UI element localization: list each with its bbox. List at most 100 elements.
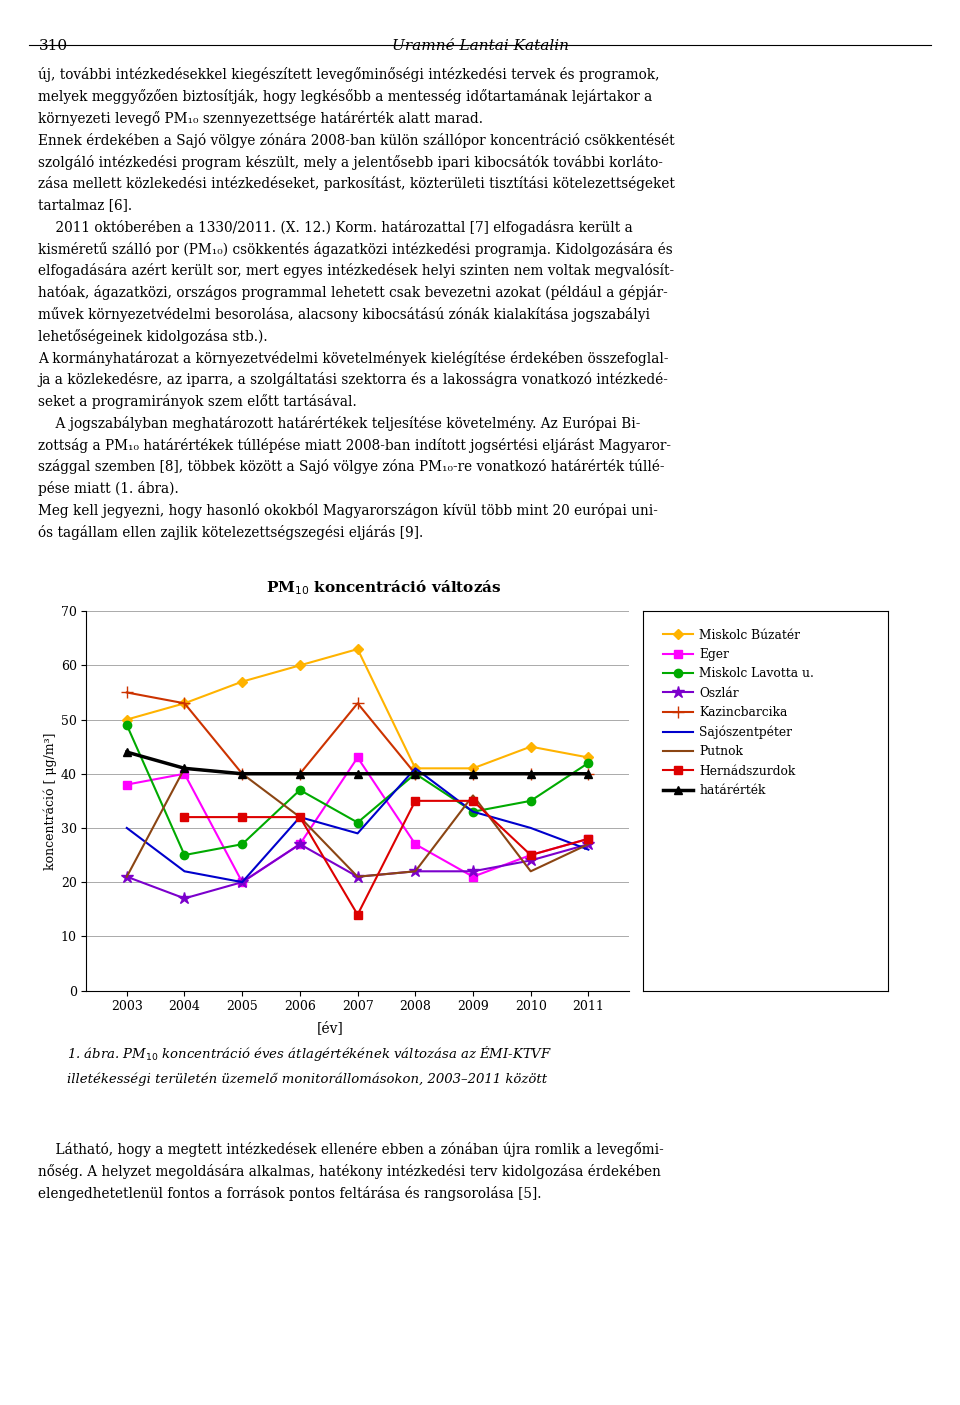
Text: 310: 310 [38,39,67,53]
határérték [121,743,132,760]
Text: szolgáló intézkedési program készült, mely a jelentősebb ipari kibocsátók tovább: szolgáló intézkedési program készült, me… [38,155,663,170]
Miskolc Búzatér [583,749,594,766]
Sajószentpéter [525,819,537,836]
Oszlár [583,836,594,853]
Line: Eger: Eger [123,753,592,887]
Miskolc Lavotta u. [121,717,132,733]
Miskolc Lavotta u. [352,813,364,830]
Hernádszurdok [525,847,537,864]
Kazincbarcika [468,766,479,783]
Text: ja a közlekedésre, az iparra, a szolgáltatási szektorra és a lakosságra vonatkoz: ja a közlekedésre, az iparra, a szolgált… [38,372,668,388]
Text: zottság a PM₁₀ határértékek túllépése miatt 2008-ban indított jogsértési eljárás: zottság a PM₁₀ határértékek túllépése mi… [38,437,671,452]
Miskolc Lavotta u. [525,792,537,809]
Kazincbarcika [236,766,248,783]
Miskolc Lavotta u. [410,766,421,783]
Putnok [121,868,132,885]
Line: határérték: határérték [123,747,592,778]
Text: illetékességi területén üzemelő monitorállomásokon, 2003–2011 között: illetékességi területén üzemelő monitorá… [67,1072,547,1086]
Miskolc Búzatér [352,641,364,658]
Miskolc Lavotta u. [294,781,305,798]
Sajószentpéter [468,804,479,821]
Text: lehetőségeinek kidolgozása stb.).: lehetőségeinek kidolgozása stb.). [38,329,268,344]
Y-axis label: koncentráció [ μg/m³]: koncentráció [ μg/m³] [43,732,57,870]
Text: Látható, hogy a megtett intézkedések ellenére ebben a zónában újra romlik a leve: Látható, hogy a megtett intézkedések ell… [38,1142,664,1158]
Putnok [410,863,421,880]
Text: seket a programirányok szem előtt tartásával.: seket a programirányok szem előtt tartás… [38,393,357,409]
Sajószentpéter [583,842,594,858]
Kazincbarcika [352,695,364,712]
határérték [179,760,190,777]
Text: tartalmaz [6].: tartalmaz [6]. [38,198,132,212]
Eger [236,874,248,891]
határérték [468,766,479,783]
Eger [352,749,364,766]
Kazincbarcika [525,766,537,783]
Oszlár [525,851,537,868]
Putnok [352,868,364,885]
Line: Sajószentpéter: Sajószentpéter [127,769,588,882]
Eger [525,847,537,864]
Putnok [179,760,190,777]
Putnok [468,787,479,804]
Eger [294,836,305,853]
Line: Hernádszurdok: Hernádszurdok [180,797,592,919]
Line: Miskolc Lavotta u.: Miskolc Lavotta u. [123,721,592,860]
Text: nőség. A helyzet megoldására alkalmas, hatékony intézkedési terv kidolgozása érd: nőség. A helyzet megoldására alkalmas, h… [38,1163,661,1179]
Hernádszurdok [179,809,190,826]
Sajószentpéter [179,863,190,880]
Text: Meg kell jegyezni, hogy hasonló okokból Magyarországon kívül több mint 20 európa: Meg kell jegyezni, hogy hasonló okokból … [38,503,659,518]
Line: Miskolc Búzatér: Miskolc Búzatér [123,646,592,771]
Text: 2011 októberében a 1330/2011. (X. 12.) Korm. határozattal [7] elfogadásra került: 2011 októberében a 1330/2011. (X. 12.) K… [38,219,634,235]
Hernádszurdok [583,830,594,847]
Hernádszurdok [352,906,364,923]
Text: szággal szemben [8], többek között a Sajó völgye zóna PM₁₀-re vonatkozó határért: szággal szemben [8], többek között a Saj… [38,459,665,475]
Line: Putnok: Putnok [127,769,588,877]
határérték [583,766,594,783]
Text: A jogszabályban meghatározott határértékek teljesítése követelmény. Az Európai B: A jogszabályban meghatározott határérték… [38,416,640,431]
Miskolc Búzatér [121,711,132,728]
Text: 1. ábra. PM$_{10}$ koncentráció éves átlagértékének változása az ÉMI-KTVF: 1. ábra. PM$_{10}$ koncentráció éves átl… [67,1044,552,1064]
Miskolc Búzatér [525,738,537,754]
Oszlár [468,863,479,880]
határérték [352,766,364,783]
Line: Oszlár: Oszlár [121,837,594,905]
Oszlár [121,868,132,885]
Eger [179,766,190,783]
Text: elengedhetetlenül fontos a források pontos feltárása és rangsorolása [5].: elengedhetetlenül fontos a források pont… [38,1186,541,1201]
Miskolc Búzatér [179,695,190,712]
Eger [583,830,594,847]
Sajószentpéter [410,760,421,777]
Putnok [525,863,537,880]
határérték [236,766,248,783]
Sajószentpéter [236,874,248,891]
Miskolc Lavotta u. [583,754,594,771]
Miskolc Búzatér [468,760,479,777]
Kazincbarcika [179,695,190,712]
Sajószentpéter [352,825,364,842]
Kazincbarcika [121,684,132,701]
Hernádszurdok [410,792,421,809]
Miskolc Búzatér [294,658,305,674]
Text: ós tagállam ellen zajlik kötelezettségszegési eljárás [9].: ós tagállam ellen zajlik kötelezettségsz… [38,524,423,540]
Miskolc Lavotta u. [236,836,248,853]
Text: PM$_{10}$ koncentráció változás: PM$_{10}$ koncentráció változás [266,579,502,597]
Hernádszurdok [294,809,305,826]
Eger [410,836,421,853]
Miskolc Lavotta u. [468,804,479,821]
Text: hatóak, ágazatközi, országos programmal lehetett csak bevezetni azokat (például : hatóak, ágazatközi, országos programmal … [38,285,668,301]
Kazincbarcika [294,766,305,783]
Putnok [294,809,305,826]
Text: művek környezetvédelmi besorolása, alacsony kibocsátású zónák kialakítása jogsza: művek környezetvédelmi besorolása, alacs… [38,306,651,322]
Miskolc Búzatér [236,673,248,690]
határérték [410,766,421,783]
Text: kisméretű szálló por (PM₁₀) csökkentés ágazatközi intézkedési programja. Kidolgo: kisméretű szálló por (PM₁₀) csökkentés á… [38,242,673,257]
Text: elfogadására azért került sor, mert egyes intézkedések helyi szinten nem voltak : elfogadására azért került sor, mert egye… [38,263,675,278]
Text: környezeti levegő PM₁₀ szennyezettsége határérték alatt marad.: környezeti levegő PM₁₀ szennyezettsége h… [38,111,484,126]
Kazincbarcika [410,766,421,783]
Sajószentpéter [121,819,132,836]
Text: pése miatt (1. ábra).: pése miatt (1. ábra). [38,481,180,496]
Oszlár [352,868,364,885]
Miskolc Lavotta u. [179,847,190,864]
Text: zása mellett közlekedési intézkedéseket, parkosítást, közterületi tisztítási köt: zása mellett közlekedési intézkedéseket,… [38,176,675,191]
Oszlár [179,889,190,906]
